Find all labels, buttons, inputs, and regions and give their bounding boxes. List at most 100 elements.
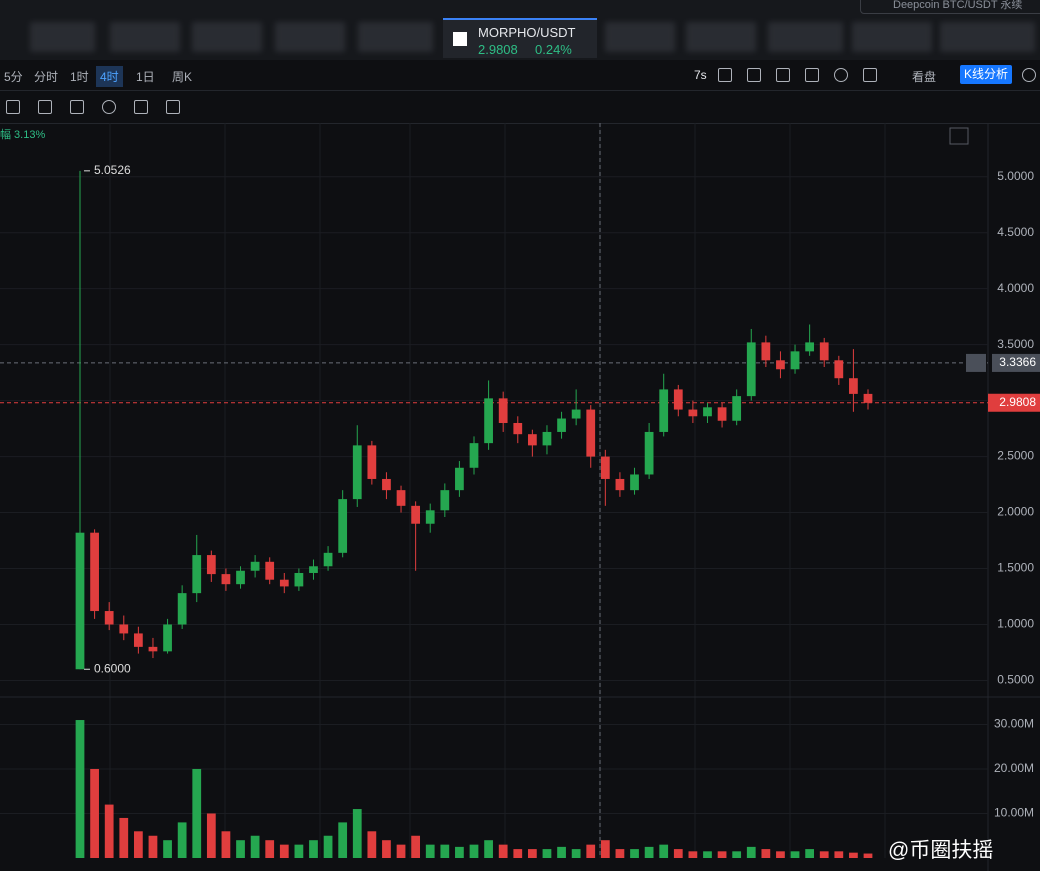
volume-bar	[104, 804, 114, 858]
share-icon[interactable]	[1022, 68, 1036, 82]
candle-body	[571, 409, 581, 419]
volume-bar	[630, 849, 639, 858]
y-tick-label: 1.0000	[997, 617, 1034, 631]
candle-body	[834, 360, 844, 379]
candle-body	[527, 434, 537, 446]
indicator-icon[interactable]	[805, 68, 819, 82]
volume-bar	[805, 849, 815, 858]
volume-bar	[163, 840, 172, 858]
candle-body	[600, 456, 610, 479]
volume-bar	[396, 844, 406, 858]
blurred-tab	[768, 22, 843, 52]
search-box[interactable]: Deepcoin BTC/USDT 永续	[860, 0, 1040, 14]
tab-icon	[453, 32, 467, 46]
candle-body	[425, 510, 435, 524]
volume-bar	[352, 809, 362, 858]
volume-bar	[600, 840, 610, 858]
candle-body	[717, 407, 727, 421]
volume-bar	[221, 831, 231, 858]
volume-bar	[279, 844, 289, 858]
volume-bar	[236, 840, 245, 858]
volume-bar	[206, 813, 216, 858]
volume-bar	[250, 835, 260, 858]
volume-bar	[688, 851, 698, 858]
volume-bar	[265, 840, 275, 858]
candle-body	[746, 342, 756, 397]
active-tab[interactable]: MORPHO/USDT 2.9808 0.24%	[443, 18, 597, 58]
volume-bar	[571, 849, 581, 858]
candle-body	[703, 407, 712, 417]
delete-icon[interactable]	[166, 100, 180, 114]
crosshair-box	[992, 353, 1040, 372]
candle-body	[849, 378, 858, 394]
y-tick-label: 3.0000	[997, 393, 1034, 407]
candle-body	[163, 624, 172, 652]
candle-body	[279, 579, 289, 587]
candle-body	[382, 478, 391, 491]
interval[interactable]: 5分	[4, 70, 23, 84]
filter-icon[interactable]	[134, 100, 148, 114]
symbol-tabs: MORPHO/USDT 2.9808 0.24% Deepcoin BTC/US…	[0, 0, 1040, 60]
candle-body	[367, 445, 377, 479]
candle-body	[250, 561, 260, 571]
last-price-box	[988, 393, 1040, 412]
magnet-icon[interactable]	[102, 100, 116, 114]
candle-body	[732, 396, 742, 421]
candle-body	[455, 467, 464, 491]
volume-bar	[425, 844, 435, 858]
interval[interactable]: 周K	[172, 70, 193, 84]
blurred-tab	[686, 22, 756, 52]
interval[interactable]: 1时	[70, 70, 89, 84]
replay-icon[interactable]	[776, 68, 790, 82]
interval[interactable]: 4时	[96, 66, 123, 87]
tab-symbol: MORPHO/USDT	[478, 25, 576, 40]
volume-bar	[90, 768, 99, 858]
volume-bar	[527, 849, 537, 858]
kline-analysis[interactable]: K线分析	[960, 65, 1013, 84]
candle-body	[396, 490, 406, 506]
candle-body	[236, 570, 245, 585]
candle-body	[119, 624, 129, 634]
candle-body	[265, 561, 275, 580]
candle-body	[338, 499, 348, 553]
expand-icon	[949, 127, 969, 145]
candle-body	[206, 555, 216, 575]
y-tick-label: 2.0000	[997, 505, 1034, 519]
view-mode[interactable]: 看盘	[912, 70, 937, 84]
fullscreen-icon[interactable]	[863, 68, 877, 82]
volume-bar	[819, 851, 829, 858]
candle-body	[90, 532, 99, 612]
blurred-tab	[192, 22, 262, 52]
y-tick-label: 4.0000	[997, 281, 1034, 295]
interval[interactable]: 分时	[34, 70, 59, 84]
blurred-tab	[30, 22, 95, 52]
y-tick-label: 2.5000	[997, 449, 1034, 463]
volume-bar	[338, 822, 348, 858]
note-icon[interactable]	[70, 100, 84, 114]
refresh[interactable]: 7s	[694, 68, 707, 82]
candle-body	[323, 552, 333, 567]
volume-bar	[455, 846, 464, 858]
camera-icon[interactable]	[718, 68, 732, 82]
candle-icon[interactable]	[6, 100, 20, 114]
y-tick-label: 4.5000	[997, 225, 1034, 239]
blurred-tab	[940, 22, 1035, 52]
candle-body	[615, 478, 625, 491]
candle-body	[659, 389, 669, 432]
volume-bar	[498, 844, 508, 858]
y-tick-label: 0.5000	[997, 673, 1034, 687]
candle-body	[630, 474, 639, 491]
settings-icon[interactable]	[834, 68, 848, 82]
candle-body	[221, 574, 231, 585]
interval[interactable]: 1日	[136, 70, 155, 84]
watermark: @币圈扶摇	[888, 839, 994, 862]
high-label: 5.0526	[94, 163, 131, 177]
layout-icon[interactable]	[38, 100, 52, 114]
candle-body	[469, 443, 479, 468]
candle-body	[673, 389, 683, 410]
candle-body	[644, 431, 654, 475]
candle-body	[309, 566, 318, 573]
draw-icon[interactable]	[747, 68, 761, 82]
